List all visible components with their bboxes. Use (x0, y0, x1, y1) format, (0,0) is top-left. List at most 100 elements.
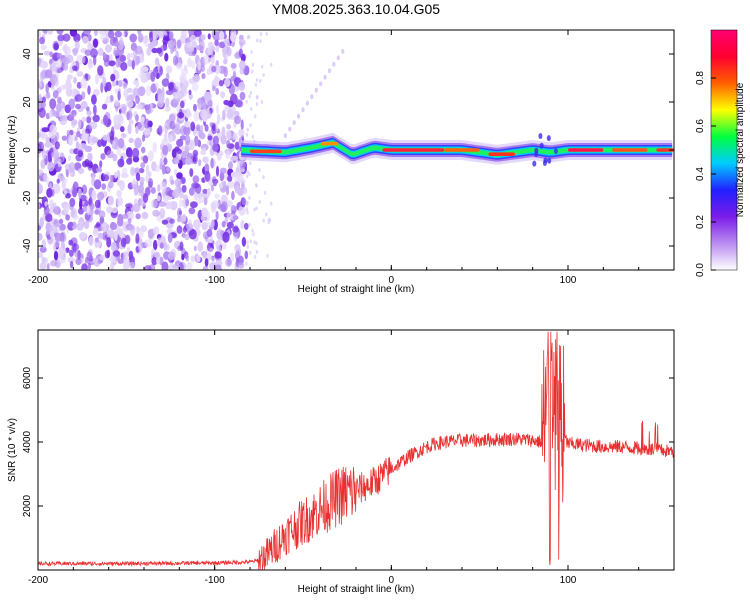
spectrogram-noise-blob (82, 205, 88, 213)
spectrogram-noise-blob (120, 172, 129, 179)
spectrogram-noise-blob (142, 155, 149, 164)
spectrogram-noise-blob (179, 135, 187, 141)
spectrogram-noise-blob (130, 166, 136, 176)
spectrogram-noise-blob (59, 223, 66, 231)
spectrogram-noise-blob (79, 198, 83, 210)
spectrogram-noise-blob (204, 124, 209, 132)
spectrogram-ytick-label: 40 (22, 48, 33, 60)
spectrogram-noise-blob (200, 109, 208, 120)
spectrogram-noise-blob (71, 119, 78, 126)
spectrogram-noise-blob (90, 172, 96, 179)
spectrogram-noise-blob (114, 88, 119, 94)
spectrogram-peak-core (320, 141, 339, 146)
spectrogram-noise-blob (223, 66, 228, 78)
spectrogram-faint-blob (246, 240, 249, 245)
spectrogram-noise-blob (127, 218, 132, 224)
spectrogram-noise-blob (159, 256, 164, 266)
spectrogram-faint-blob (265, 212, 268, 217)
spectrogram-noise-blob (230, 205, 237, 214)
spectrogram-noise-blob (211, 219, 215, 228)
spectrogram-noise-blob (179, 190, 184, 199)
spectrogram-noise-blob (138, 176, 145, 183)
spectrogram-faint-blob (248, 222, 251, 227)
spectrogram-noise-blob (77, 188, 82, 199)
spectrogram-noise-blob (223, 99, 230, 106)
spectrogram-noise-blob (167, 232, 173, 243)
spectrogram-noise-blob (176, 62, 183, 70)
spectrogram-noise-blob (207, 243, 211, 251)
spectrogram-noise-blob (117, 158, 125, 168)
spectrogram-faint-blob (255, 249, 259, 254)
spectrogram-noise-blob (165, 97, 170, 108)
spectrogram-noise-blob (212, 181, 217, 187)
spectrogram-noise-blob (40, 100, 46, 109)
spectrogram-noise-blob (199, 124, 203, 131)
spectrogram-noise-blob (41, 133, 48, 139)
spectrogram-noise-blob (87, 152, 93, 162)
spectrogram-noise-blob (180, 68, 189, 76)
spectrogram-noise-blob (142, 193, 149, 204)
spectrogram-faint-blob (262, 175, 265, 180)
spectrogram-noise-blob (105, 81, 112, 92)
spectrogram-noise-blob (129, 261, 135, 269)
spectrogram-faint-blob (253, 207, 256, 212)
spectrogram-noise-blob (38, 93, 42, 102)
spectrogram-noise-blob (109, 174, 114, 183)
spectrogram-noise-blob (68, 221, 74, 228)
spectrogram-noise-blob (66, 74, 73, 80)
spectrogram-noise-blob (113, 230, 118, 241)
spectrogram-faint-blob (267, 217, 271, 222)
spectrogram-x-label: Height of straight line (km) (298, 284, 415, 295)
spectrogram-streak-blob (292, 120, 296, 125)
spectrogram-noise-blob (137, 242, 143, 251)
spectrogram-peak-core (444, 148, 480, 152)
spectrogram-noise-blob (159, 157, 163, 169)
spectrogram-faint-blob (255, 95, 259, 100)
spectrogram-noise-blob (56, 52, 63, 59)
spectrogram-noise-blob (77, 167, 85, 175)
spectrogram-noise-blob (148, 178, 154, 188)
spectrogram-noise-blob (81, 55, 86, 64)
spectrogram-noise-blob (218, 41, 226, 49)
spectrogram-noise-blob (170, 179, 175, 185)
spectrogram-noise-blob (81, 133, 88, 142)
spectrogram-noise-blob (49, 98, 57, 110)
spectrogram-streak-blob (327, 68, 332, 74)
spectrogram-noise-blob (226, 109, 234, 119)
spectrogram-noise-blob (58, 246, 64, 258)
spectrogram-faint-blob (246, 244, 249, 249)
spectrogram-noise-blob (181, 151, 186, 159)
spectrogram-noise-blob (93, 179, 102, 190)
spectrogram-noise-blob (110, 241, 117, 252)
spectrogram-noise-blob (126, 99, 134, 108)
spectrogram-faint-blob (265, 31, 268, 36)
spectrogram-noise-blob (177, 112, 185, 119)
spectrogram-noise-blob (39, 217, 44, 228)
spectrogram-noise-blob (97, 139, 103, 148)
spectrogram-peak-core (568, 148, 604, 152)
spectrogram-noise-blob (69, 148, 75, 155)
spectrogram-streak-blob (283, 133, 287, 139)
spectrogram-noise-blob (179, 241, 184, 251)
spectrogram-noise-blob (59, 84, 66, 91)
spectrogram-noise-blob (236, 171, 241, 178)
spectrogram-faint-blob (248, 94, 251, 99)
spectrogram-noise-blob (166, 166, 170, 173)
spectrogram-noise-blob (168, 82, 174, 91)
spectrogram-noise-blob (40, 45, 47, 51)
snr-xtick-label: -100 (205, 575, 225, 586)
spectrogram-noise-blob (161, 164, 166, 175)
spectrogram-noise-blob (132, 79, 139, 85)
spectrogram-noise-blob (69, 249, 74, 257)
spectrogram-noise-blob (136, 104, 144, 110)
spectrogram-noise-blob (114, 41, 120, 47)
spectrogram-faint-blob (258, 199, 261, 204)
spectrogram-noise-blob (164, 52, 169, 62)
spectrogram-noise-blob (94, 209, 100, 215)
spectrogram-noise-blob (197, 241, 204, 252)
spectrogram-noise-blob (49, 230, 55, 239)
spectrogram-y-axis: -40 -20 0 20 40 (22, 48, 674, 253)
spectrogram-noise-blob (112, 140, 116, 149)
spectrogram-noise-blob (149, 31, 154, 43)
spectrogram-noise-blob (132, 147, 140, 159)
